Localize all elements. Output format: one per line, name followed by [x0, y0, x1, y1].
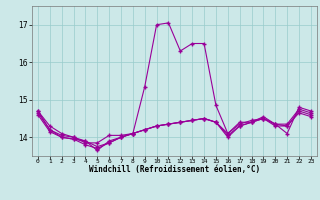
X-axis label: Windchill (Refroidissement éolien,°C): Windchill (Refroidissement éolien,°C) — [89, 165, 260, 174]
